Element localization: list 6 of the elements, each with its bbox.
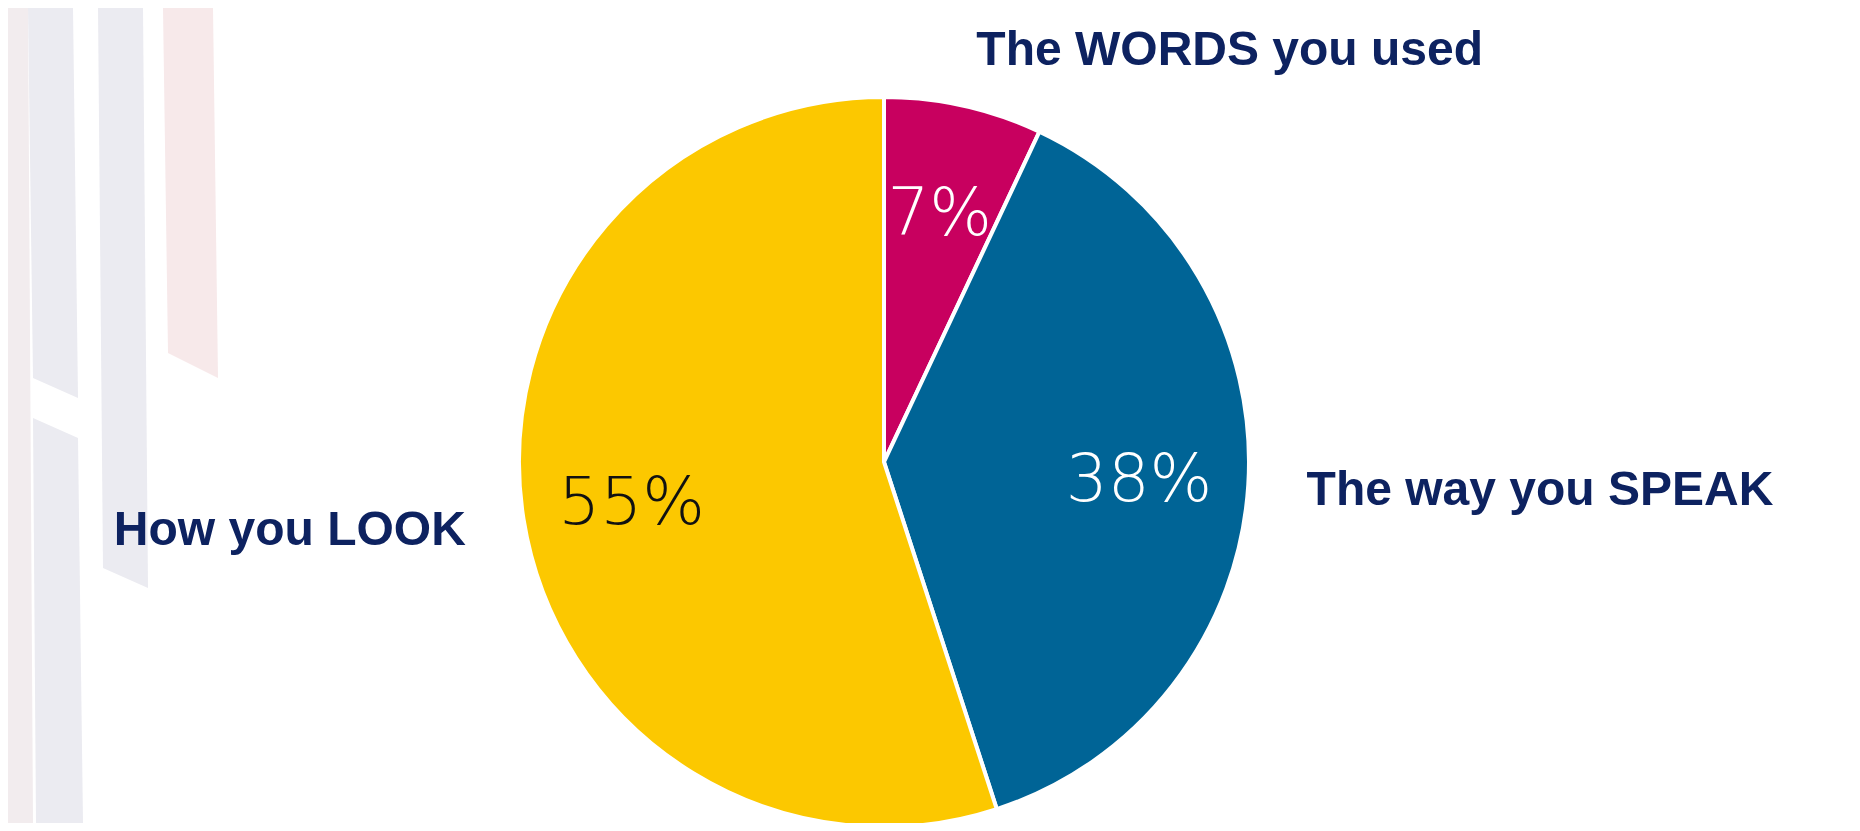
data-label: 38% <box>1065 439 1213 517</box>
slice-label: How you LOOK <box>113 501 467 555</box>
data-label: 7% <box>887 174 993 252</box>
slice-label: The WORDS you used <box>976 22 1484 76</box>
slice-label: The way you SPEAK <box>1306 462 1774 516</box>
data-label: 55% <box>558 463 705 541</box>
